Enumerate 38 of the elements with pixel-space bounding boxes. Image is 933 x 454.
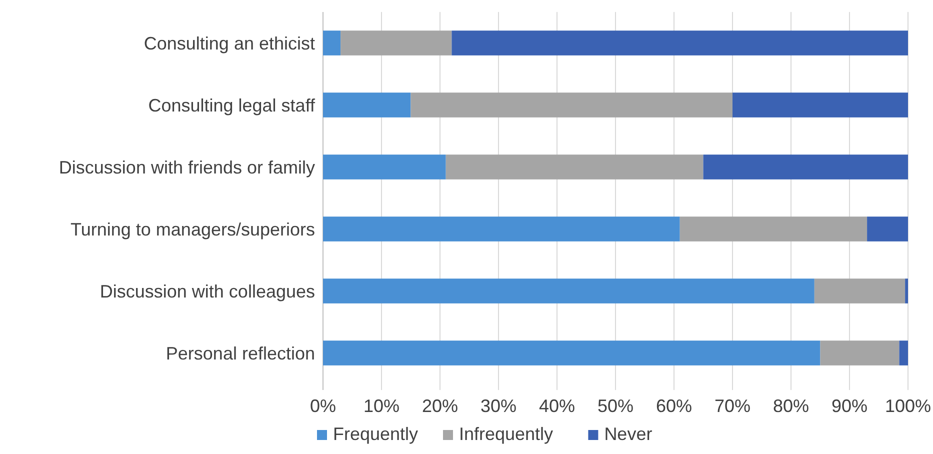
legend-label: Never <box>604 424 652 444</box>
bar <box>323 340 820 366</box>
bar <box>323 92 411 118</box>
bar <box>340 30 452 56</box>
x-tick-label: 0% <box>310 396 336 416</box>
bar <box>814 278 906 304</box>
y-tick-label: Consulting an ethicist <box>144 33 315 54</box>
x-tick-label: 50% <box>597 396 634 416</box>
bar <box>680 216 868 242</box>
bar <box>905 278 908 304</box>
bar <box>867 216 908 242</box>
legend-label: Infrequently <box>459 424 554 444</box>
legend-label: Frequently <box>333 424 418 444</box>
bar <box>323 30 341 56</box>
y-tick-label: Turning to managers/superiors <box>70 219 315 240</box>
x-tick-label: 30% <box>480 396 517 416</box>
bar <box>323 278 814 304</box>
x-tick-label: 40% <box>538 396 576 416</box>
x-tick-label: 10% <box>363 396 400 416</box>
y-tick-label: Personal reflection <box>166 343 315 364</box>
x-tick-label: 20% <box>422 396 458 416</box>
x-tick-label: 80% <box>772 396 810 416</box>
bar <box>452 30 908 56</box>
bar <box>703 154 908 180</box>
bar <box>899 340 908 366</box>
x-tick-label: 70% <box>714 396 751 416</box>
bar <box>323 154 446 180</box>
y-tick-label: Discussion with colleagues <box>100 281 315 302</box>
bar <box>410 92 732 118</box>
bar <box>323 216 680 242</box>
bar <box>820 340 900 366</box>
y-tick-label: Consulting legal staff <box>148 95 316 116</box>
y-tick-label: Discussion with friends or family <box>58 157 315 178</box>
x-tick-label: 100% <box>884 396 932 416</box>
bar <box>732 92 908 118</box>
x-tick-label: 60% <box>656 396 692 416</box>
x-tick-label: 90% <box>831 396 868 416</box>
bar <box>446 154 704 180</box>
